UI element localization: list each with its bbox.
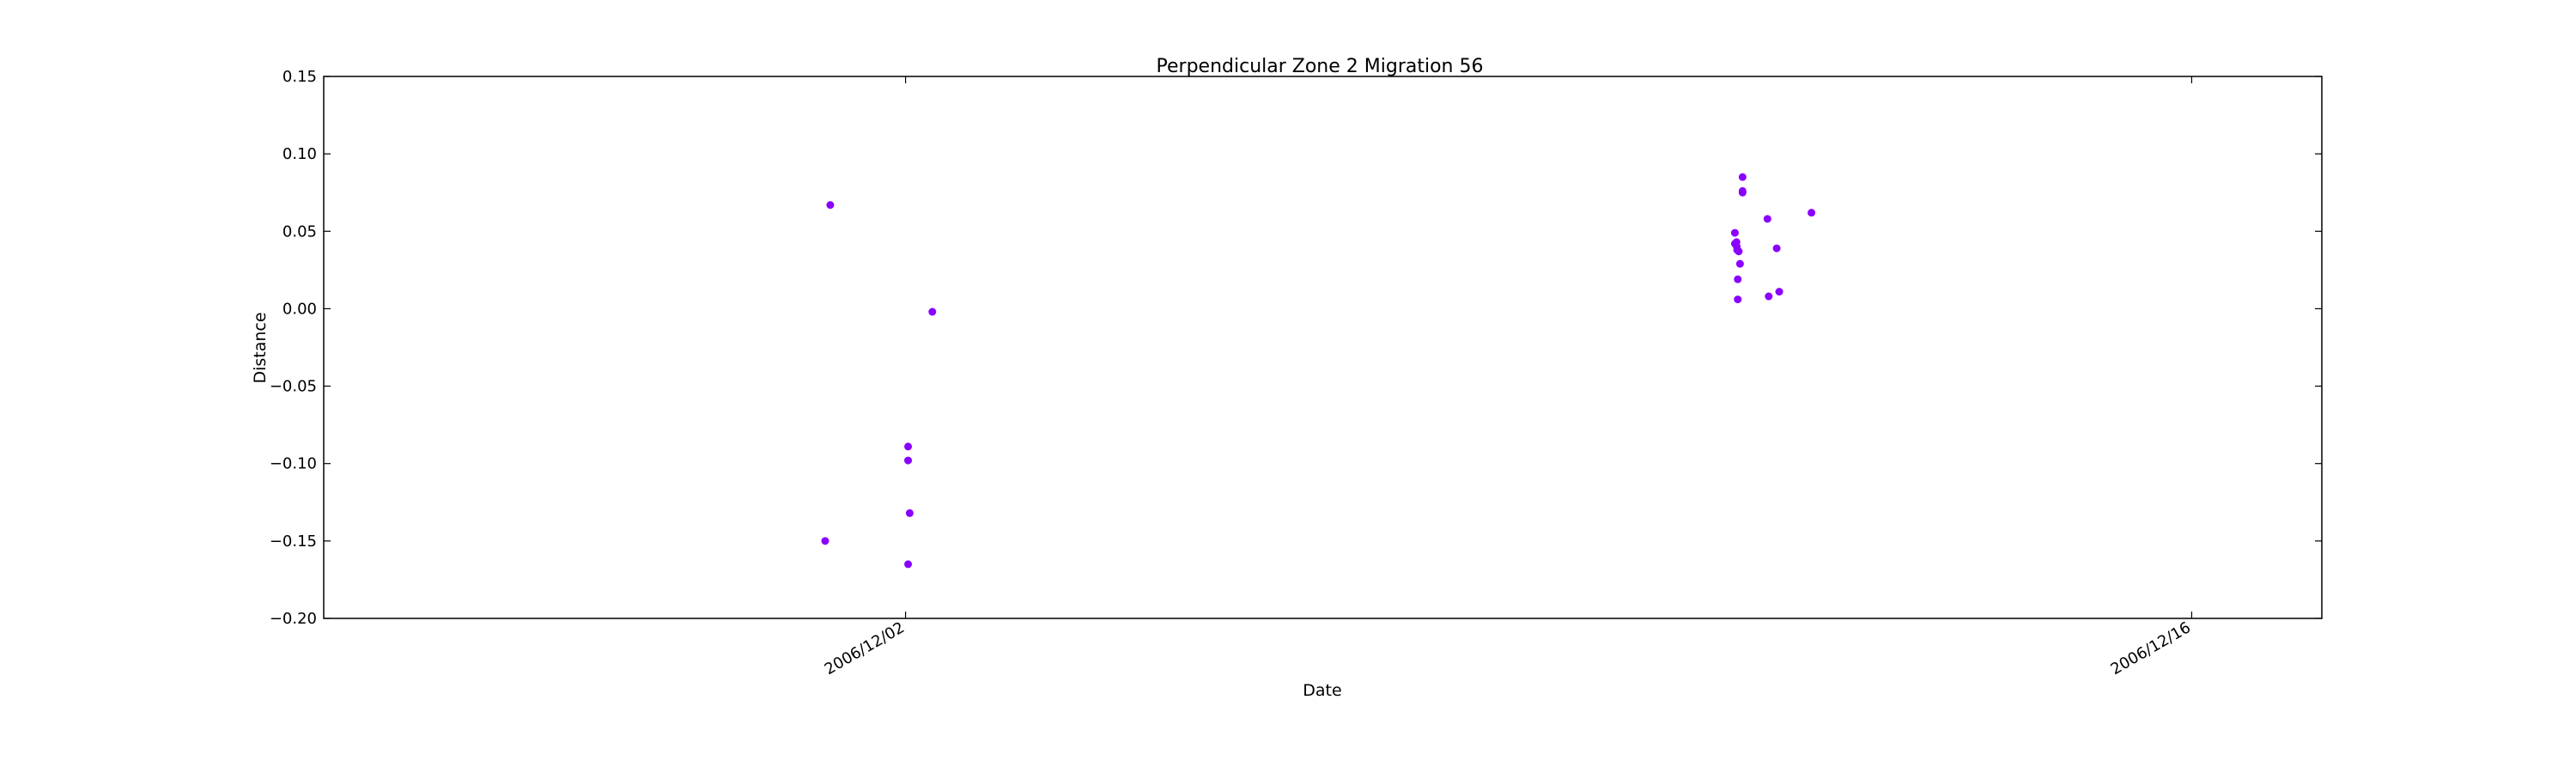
data-point xyxy=(928,307,937,316)
data-points xyxy=(821,173,1816,569)
plot-area-frame xyxy=(323,76,2323,619)
data-point xyxy=(1765,292,1773,301)
y-tick-label: −0.15 xyxy=(270,533,317,551)
data-point xyxy=(826,201,835,210)
data-point xyxy=(1775,288,1783,296)
data-point xyxy=(1738,188,1747,197)
data-point xyxy=(1735,259,1744,268)
data-point xyxy=(904,442,913,451)
data-point xyxy=(1763,215,1771,223)
y-tick-label: −0.05 xyxy=(270,378,317,396)
y-tick-label: 0.05 xyxy=(283,222,317,240)
data-point xyxy=(1734,295,1742,304)
y-axis: 0.15 0.10 0.05 0.00 −0.05 −0.10 −0.15 −0.20 xyxy=(270,68,2322,628)
data-point xyxy=(1772,244,1781,253)
data-point xyxy=(904,560,913,569)
data-point xyxy=(1734,275,1742,283)
data-point xyxy=(904,456,913,465)
y-tick-label: −0.20 xyxy=(270,610,317,628)
chart-title: Perpendicular Zone 2 Migration 56 xyxy=(1157,56,1484,77)
data-point xyxy=(1733,246,1741,254)
y-tick-label: 0.15 xyxy=(283,68,317,86)
data-point xyxy=(1738,173,1747,181)
y-tick-label: 0.10 xyxy=(283,145,317,163)
y-tick-label: 0.00 xyxy=(283,300,317,318)
data-point xyxy=(905,508,914,517)
data-point xyxy=(1730,228,1739,237)
y-axis-label: Distance xyxy=(251,312,270,383)
x-axis-label: Date xyxy=(1303,681,1341,700)
y-tick-label: −0.10 xyxy=(270,455,317,473)
data-point xyxy=(821,537,829,545)
data-point xyxy=(1807,209,1816,217)
